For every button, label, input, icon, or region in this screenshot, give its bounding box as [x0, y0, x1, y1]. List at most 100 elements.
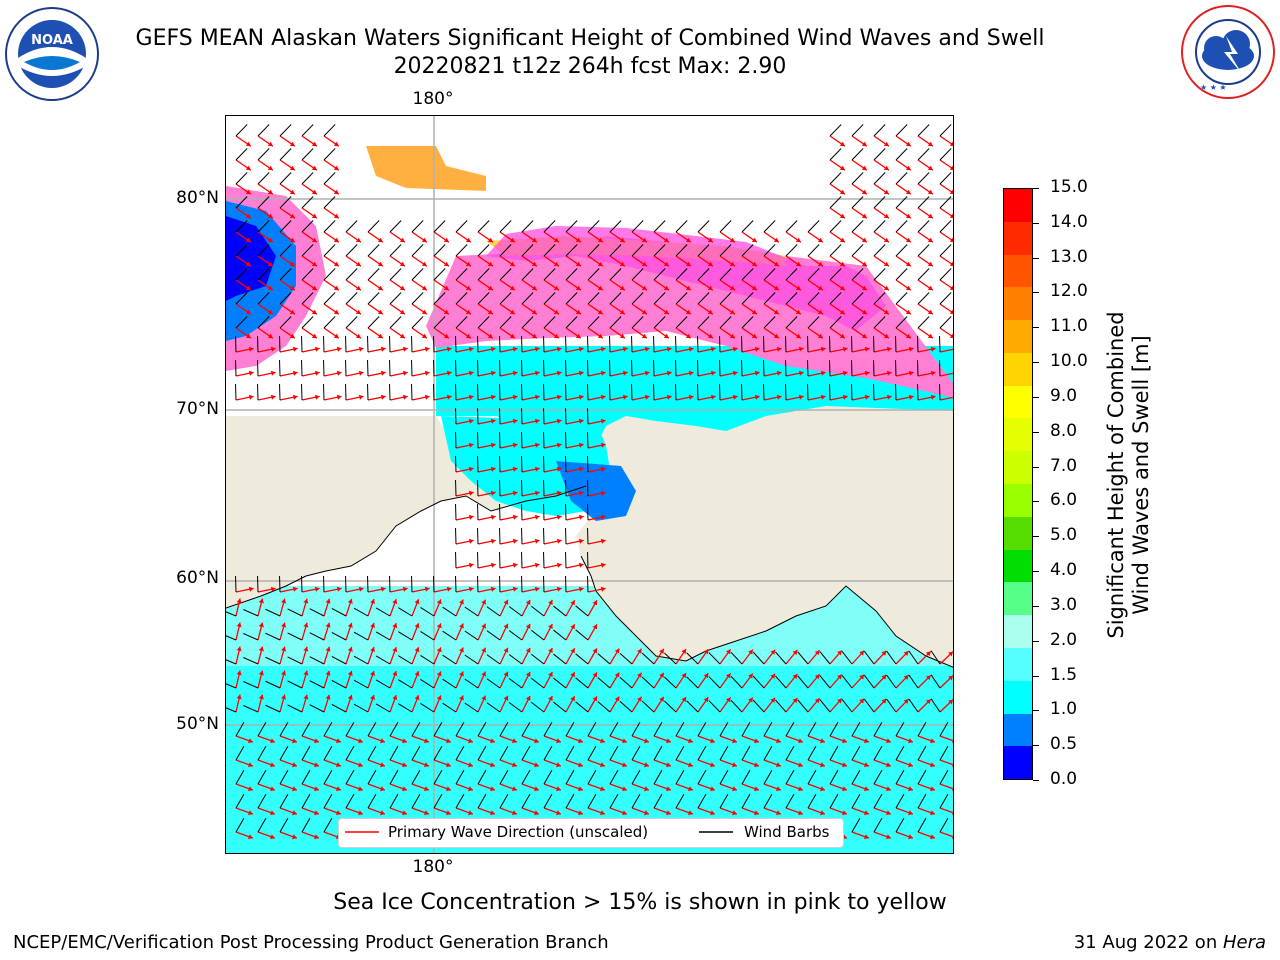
wave-direction-arrowhead [641, 261, 647, 267]
wind-barb [708, 700, 721, 713]
wave-direction-arrowhead [839, 285, 845, 291]
wave-direction-arrowhead [817, 309, 823, 315]
wave-direction-arrowhead [619, 237, 625, 243]
wave-direction-arrowhead [414, 623, 420, 629]
wave-direction-arrowhead [289, 333, 295, 339]
wind-barb [686, 676, 699, 689]
wind-barb [930, 674, 941, 689]
wind-barb [939, 196, 952, 209]
wind-barb [873, 268, 886, 281]
wave-direction-arrowhead [465, 261, 471, 267]
wind-barb [609, 268, 622, 281]
wave-direction-arrowhead [468, 466, 474, 472]
wave-direction-arrowhead [839, 141, 845, 147]
wave-direction-arrowhead [512, 442, 518, 448]
colorbar-tick-mark [1033, 327, 1039, 329]
wave-direction-arrowhead [424, 762, 429, 768]
wind-barb [375, 655, 391, 665]
wind-barb [301, 817, 311, 833]
wind-barb [521, 220, 534, 233]
wave-direction-arrowhead [370, 623, 375, 628]
wave-direction-arrowhead [575, 261, 581, 267]
wave-direction-arrowhead [556, 538, 562, 544]
wave-direction-arrowhead [468, 370, 474, 376]
wind-barb [939, 148, 952, 161]
wind-barb [587, 793, 597, 809]
wind-barb [543, 793, 553, 809]
wind-barb [235, 268, 248, 281]
wind-barb [565, 292, 578, 305]
map-legend: Primary Wave Direction (unscaled) Wind B… [338, 818, 844, 848]
wave-direction-arrowhead [883, 213, 889, 219]
wind-barb [873, 124, 886, 137]
wave-direction-arrowhead [776, 786, 781, 792]
wave-direction-arrowhead [839, 309, 845, 315]
wave-direction-arrowhead [859, 674, 865, 680]
wave-direction-arrowhead [556, 810, 561, 816]
wind-barb [939, 316, 952, 329]
wave-direction-arrowhead [424, 394, 430, 400]
wind-barb [575, 629, 589, 641]
wave-direction-arrowhead [751, 261, 757, 267]
wind-barb [477, 721, 487, 737]
wind-barb [741, 745, 751, 761]
wind-barb [508, 654, 523, 665]
wave-direction-arrowhead [949, 237, 953, 243]
wave-direction-arrowhead [556, 514, 562, 520]
wind-barb [873, 769, 883, 785]
wave-direction-arrowhead [776, 738, 781, 744]
wave-direction-arrowhead [424, 786, 429, 792]
wave-direction-arrowhead [289, 309, 295, 315]
wave-direction-arrowhead [267, 333, 273, 339]
wave-direction-arrowhead [245, 261, 251, 267]
wave-direction-arrowhead [236, 670, 242, 676]
wind-barb [530, 629, 545, 641]
wave-direction-arrowhead [886, 834, 891, 840]
wave-direction-arrowhead [637, 672, 642, 678]
wave-direction-arrowhead [512, 810, 517, 816]
wind-barb [565, 721, 575, 737]
wave-direction-arrowhead [358, 762, 363, 768]
wind-barb [279, 124, 292, 137]
wind-barb [895, 196, 908, 209]
wave-direction-arrowhead [487, 333, 493, 339]
wave-direction-arrowhead [842, 738, 847, 744]
wind-barb [675, 244, 688, 257]
wind-barb [785, 745, 795, 761]
wave-direction-arrowhead [512, 514, 518, 520]
wave-direction-arrowhead [710, 346, 716, 352]
wave-direction-arrowhead [659, 696, 664, 702]
wind-barb [775, 651, 787, 665]
wave-direction-arrowhead [949, 165, 953, 171]
wave-direction-arrowhead [688, 810, 693, 816]
wave-direction-arrowhead [798, 394, 804, 400]
wind-barb [521, 745, 531, 761]
wave-direction-arrowhead [424, 586, 430, 592]
wave-direction-arrowhead [245, 333, 251, 339]
wave-direction-arrowhead [949, 261, 953, 267]
colorbar-segment [1004, 451, 1032, 485]
wind-barb [619, 701, 633, 713]
wind-barb [675, 793, 685, 809]
lat-label-80: 80°N [176, 188, 219, 208]
wave-direction-arrowhead [776, 346, 782, 352]
wind-barb [323, 292, 336, 305]
wind-barb [301, 292, 314, 305]
colorbar-tick-mark [1033, 780, 1039, 781]
wind-barb [521, 316, 534, 329]
wave-direction-arrowhead [487, 285, 493, 291]
wave-direction-arrowhead [289, 165, 295, 171]
wave-direction-arrowhead [534, 738, 539, 744]
wind-barb [565, 220, 578, 233]
wave-direction-arrowhead [773, 285, 779, 291]
wave-direction-arrowhead [795, 237, 801, 243]
wind-barb [697, 316, 710, 329]
wave-direction-arrowhead [355, 309, 361, 315]
wind-barb [851, 172, 864, 185]
wave-direction-arrowhead [490, 418, 496, 424]
wind-barb [763, 745, 773, 761]
credit-right: 31 Aug 2022 on Hera [1074, 932, 1266, 953]
wind-barb [819, 651, 831, 665]
wave-direction-arrowhead [443, 333, 449, 339]
wave-direction-arrowhead [446, 810, 451, 816]
